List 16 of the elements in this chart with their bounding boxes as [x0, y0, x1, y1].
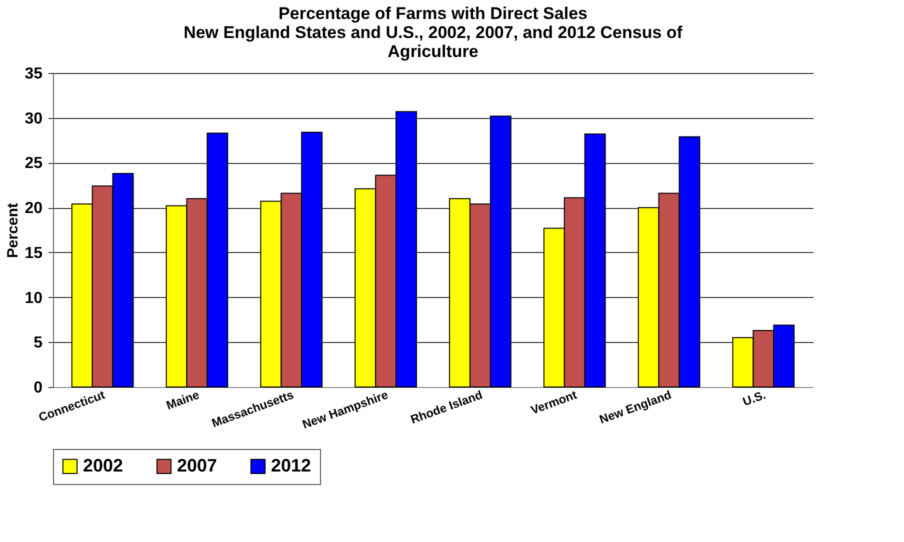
y-tick-label: 35: [24, 66, 43, 82]
y-tick-label: 10: [24, 290, 43, 307]
legend-label: 2002: [83, 455, 124, 476]
legend-label: 2012: [271, 455, 312, 476]
y-tick-label: 0: [34, 380, 43, 396]
y-tick-label: 5: [34, 334, 43, 352]
y-tick-label: 25: [24, 155, 43, 172]
x-tick-label: Rhode Island: [408, 388, 484, 427]
y-axis-title: Percent: [4, 202, 22, 258]
y-tick-label: 30: [24, 110, 43, 128]
x-tick-label: Maine: [164, 388, 202, 412]
x-tick-label: U.S.: [740, 388, 768, 409]
chart-title: Percentage of Farms with Direct Sales New England States and U.S., 2002, 2007, and 2012 Census of Agriculture: [184, 4, 683, 61]
y-tick-label: 20: [24, 200, 43, 218]
y-tick-label: 15: [24, 244, 43, 262]
legend-label: 2007: [177, 455, 218, 476]
